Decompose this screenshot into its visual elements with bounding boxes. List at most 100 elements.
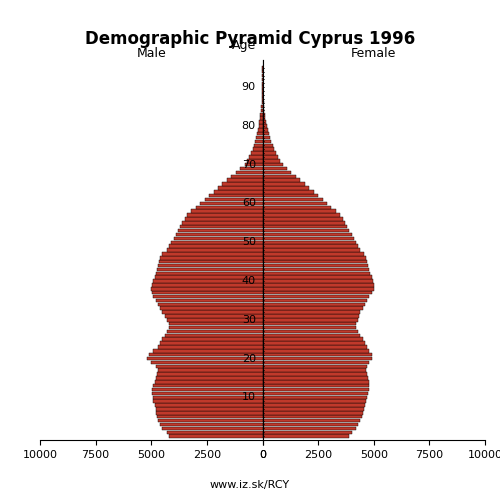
Bar bbox=[262, 128, 268, 132]
Bar bbox=[262, 240, 356, 244]
Bar bbox=[169, 434, 262, 438]
Bar bbox=[262, 384, 370, 388]
Bar bbox=[184, 217, 262, 220]
Bar bbox=[262, 338, 362, 341]
Bar bbox=[262, 159, 280, 162]
Bar bbox=[154, 404, 262, 407]
Bar bbox=[162, 310, 262, 314]
Bar bbox=[152, 283, 262, 286]
Bar bbox=[158, 419, 262, 422]
Bar bbox=[258, 132, 262, 136]
Bar bbox=[262, 326, 356, 330]
Bar bbox=[167, 318, 262, 322]
Text: 80: 80 bbox=[242, 121, 256, 131]
Bar bbox=[149, 353, 262, 356]
Bar bbox=[262, 345, 367, 348]
Bar bbox=[262, 283, 374, 286]
Bar bbox=[262, 248, 360, 252]
Bar bbox=[160, 256, 262, 260]
Bar bbox=[174, 236, 262, 240]
Bar bbox=[176, 232, 262, 236]
Bar bbox=[152, 392, 262, 395]
Text: Demographic Pyramid Cyprus 1996: Demographic Pyramid Cyprus 1996 bbox=[85, 30, 415, 48]
Bar bbox=[262, 140, 272, 143]
Bar bbox=[262, 152, 276, 155]
Bar bbox=[262, 298, 367, 302]
Bar bbox=[227, 178, 262, 182]
Text: 50: 50 bbox=[242, 237, 256, 247]
Bar bbox=[154, 295, 262, 298]
Bar bbox=[262, 108, 264, 112]
Bar bbox=[262, 426, 356, 430]
Bar bbox=[158, 368, 262, 372]
Bar bbox=[262, 178, 300, 182]
Bar bbox=[180, 225, 262, 228]
Bar bbox=[262, 280, 372, 283]
Bar bbox=[154, 276, 262, 279]
Bar bbox=[222, 182, 262, 186]
Bar bbox=[200, 202, 262, 205]
Bar bbox=[262, 210, 336, 213]
Bar bbox=[262, 256, 366, 260]
Bar bbox=[249, 155, 262, 158]
Bar bbox=[156, 407, 262, 410]
Bar bbox=[236, 170, 262, 174]
Bar bbox=[159, 260, 262, 264]
Bar bbox=[262, 120, 266, 124]
Bar bbox=[262, 318, 358, 322]
Bar bbox=[262, 330, 358, 333]
Bar bbox=[157, 415, 262, 418]
Bar bbox=[262, 419, 360, 422]
Bar bbox=[262, 388, 370, 392]
Text: Age: Age bbox=[232, 40, 256, 52]
Bar bbox=[167, 330, 262, 333]
Bar bbox=[156, 411, 262, 414]
X-axis label: Female: Female bbox=[351, 47, 397, 60]
Bar bbox=[262, 105, 264, 108]
Bar bbox=[260, 112, 262, 116]
Bar bbox=[151, 360, 262, 364]
Bar bbox=[154, 400, 262, 403]
Bar bbox=[254, 144, 262, 147]
Bar bbox=[214, 190, 262, 194]
Bar bbox=[262, 396, 367, 399]
Bar bbox=[156, 272, 262, 275]
Bar bbox=[162, 426, 262, 430]
Bar bbox=[262, 407, 364, 410]
Bar bbox=[262, 400, 366, 403]
Bar bbox=[262, 148, 274, 151]
X-axis label: Male: Male bbox=[136, 47, 166, 60]
Bar bbox=[262, 174, 296, 178]
Bar bbox=[262, 372, 367, 376]
Bar bbox=[262, 376, 368, 380]
Bar bbox=[262, 302, 365, 306]
Bar bbox=[154, 396, 262, 399]
Bar bbox=[262, 276, 372, 279]
Bar bbox=[262, 232, 352, 236]
Bar bbox=[262, 360, 370, 364]
Bar bbox=[204, 198, 262, 202]
Bar bbox=[262, 167, 287, 170]
Bar bbox=[262, 342, 365, 345]
Bar bbox=[262, 132, 269, 136]
Bar bbox=[262, 186, 309, 190]
Bar bbox=[262, 202, 327, 205]
Bar bbox=[262, 198, 322, 202]
Bar bbox=[262, 430, 352, 434]
Bar bbox=[147, 357, 262, 360]
Bar bbox=[182, 221, 262, 224]
Bar bbox=[162, 338, 262, 341]
Bar bbox=[160, 342, 262, 345]
Bar bbox=[160, 422, 262, 426]
Bar bbox=[262, 194, 318, 198]
Bar bbox=[187, 214, 262, 217]
Bar bbox=[262, 295, 370, 298]
Bar bbox=[262, 287, 374, 290]
Bar bbox=[160, 306, 262, 310]
Bar bbox=[262, 310, 360, 314]
Bar bbox=[258, 124, 262, 128]
Bar bbox=[262, 268, 370, 271]
Bar bbox=[156, 376, 262, 380]
Bar bbox=[262, 236, 354, 240]
Bar bbox=[262, 97, 263, 100]
